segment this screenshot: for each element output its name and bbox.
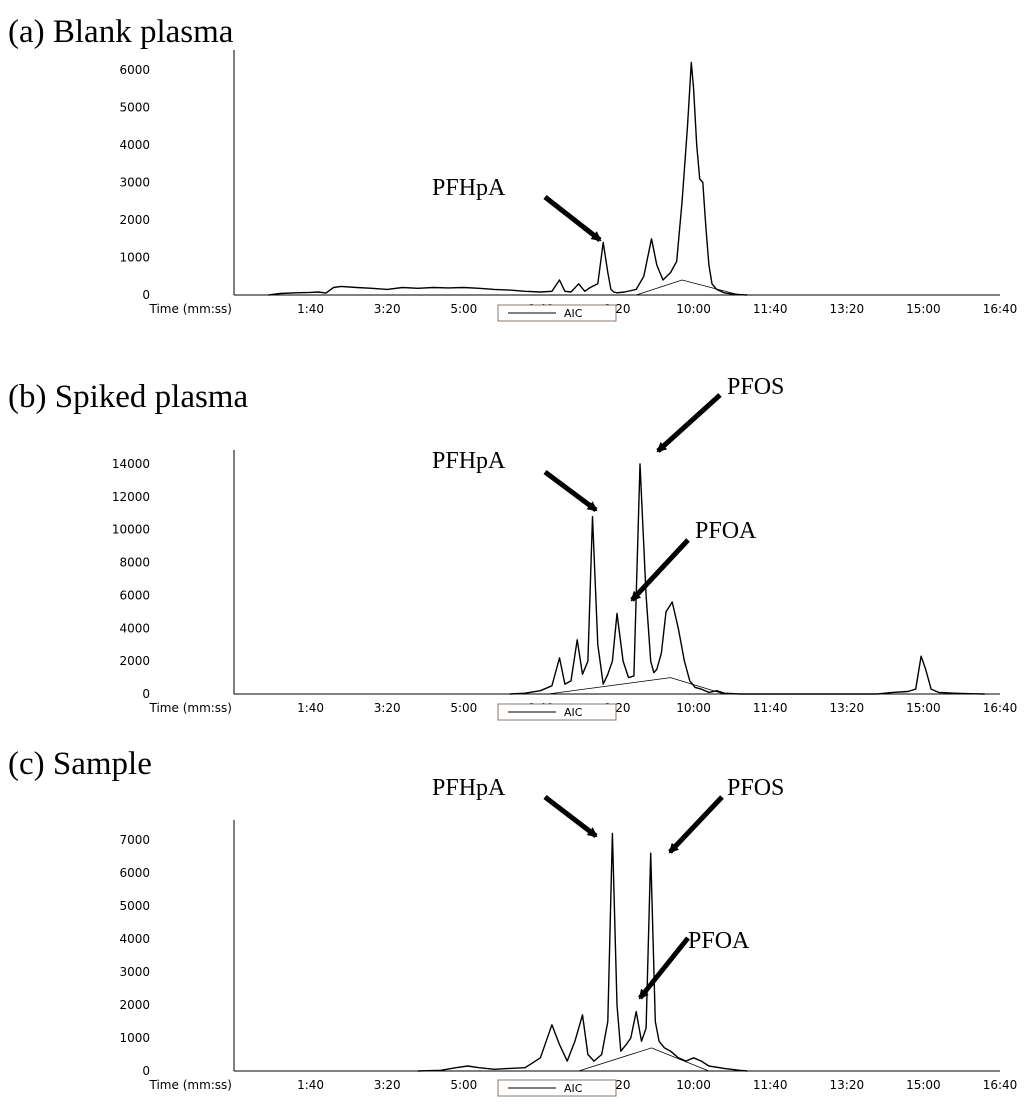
legend-box	[497, 703, 617, 721]
chromatogram-panel: (b) Spiked plasma 0 2000 4000 6000 8000 10000 1…	[8, 374, 1018, 721]
chromatogram-panel: (a) Blank plasma 0 1000 2000 3000 4000 5000 600…	[8, 14, 1018, 322]
x-tick-label: 11:40	[753, 1078, 788, 1092]
x-tick-label: 10:00	[676, 1078, 711, 1092]
integration-baseline	[548, 677, 725, 695]
y-tick-label: 6000	[119, 63, 150, 77]
legend: AIC	[497, 703, 617, 721]
legend: AIC	[497, 304, 617, 322]
peak-annotation-label: PFHpA	[432, 775, 506, 801]
y-tick-label: 4000	[119, 621, 150, 635]
x-tick-label: 3:20	[374, 302, 401, 316]
annotation-arrow	[656, 393, 722, 453]
y-tick-label: 2000	[119, 213, 150, 227]
peak-annotation-label: PFOA	[688, 928, 750, 954]
legend-box	[497, 1079, 617, 1097]
x-tick-label: 15:00	[906, 701, 941, 715]
series-line-aic	[417, 832, 748, 1072]
integration-baseline	[578, 1047, 710, 1072]
y-tick-label: 6000	[119, 866, 150, 880]
y-tick-label: 2000	[119, 998, 150, 1012]
integration-baseline	[636, 279, 740, 296]
y-tick-label: 2000	[119, 654, 150, 668]
annotation-arrow	[630, 538, 690, 602]
x-tick-label: 13:20	[830, 701, 865, 715]
x-axis-label: Time (mm:ss)	[149, 302, 232, 316]
x-tick-label: 3:20	[374, 1078, 401, 1092]
y-tick-label: 8000	[119, 556, 150, 570]
series-line-aic	[509, 463, 985, 695]
legend-label: AIC	[564, 307, 583, 320]
x-tick-label: 11:40	[753, 701, 788, 715]
y-tick-label: 3000	[119, 965, 150, 979]
x-tick-label: 16:40	[983, 1078, 1018, 1092]
x-tick-label: 1:40	[297, 302, 324, 316]
y-tick-label: 5000	[119, 101, 150, 115]
y-tick-label: 1000	[119, 251, 150, 265]
peak-annotation-label: PFOS	[727, 775, 784, 801]
y-tick-label: 7000	[119, 833, 150, 847]
y-tick-label: 0	[142, 1064, 150, 1078]
y-tick-label: 4000	[119, 138, 150, 152]
peak-annotation-label: PFOS	[727, 374, 784, 400]
annotation-arrow	[668, 795, 724, 854]
x-tick-label: 5:00	[450, 1078, 477, 1092]
x-tick-label: 5:00	[450, 302, 477, 316]
y-tick-label: 14000	[112, 457, 150, 471]
annotation-arrow	[543, 195, 602, 242]
legend-label: AIC	[564, 706, 583, 719]
y-tick-label: 6000	[119, 588, 150, 602]
peak-annotation-label: PFOA	[695, 518, 757, 544]
panel-title: (b) Spiked plasma	[8, 379, 248, 415]
x-tick-label: 10:00	[676, 302, 711, 316]
legend-label: AIC	[564, 1082, 583, 1095]
annotation-arrow	[638, 936, 690, 1000]
legend: AIC	[497, 1079, 617, 1097]
x-tick-label: 1:40	[297, 701, 324, 715]
chromatogram-panel: (c) Sample 0 1000 2000 3000 4000 5000 6000 7000 T…	[8, 746, 1018, 1097]
y-tick-label: 4000	[119, 932, 150, 946]
annotation-arrow	[543, 469, 598, 513]
x-tick-label: 15:00	[906, 302, 941, 316]
y-tick-label: 0	[142, 288, 150, 302]
x-tick-label: 16:40	[983, 701, 1018, 715]
x-tick-label: 13:20	[830, 1078, 865, 1092]
y-tick-label: 3000	[119, 176, 150, 190]
panel-title: (a) Blank plasma	[8, 14, 234, 50]
annotation-arrow	[543, 795, 598, 838]
x-tick-label: 10:00	[676, 701, 711, 715]
y-tick-label: 1000	[119, 1031, 150, 1045]
y-tick-label: 10000	[112, 523, 150, 537]
x-tick-label: 3:20	[374, 701, 401, 715]
y-tick-label: 0	[142, 687, 150, 701]
x-tick-label: 5:00	[450, 701, 477, 715]
peak-annotation-label: PFHpA	[432, 448, 506, 474]
y-tick-label: 5000	[119, 899, 150, 913]
x-axis-label: Time (mm:ss)	[149, 1078, 232, 1092]
y-tick-label: 12000	[112, 490, 150, 504]
panel-title: (c) Sample	[8, 746, 152, 782]
x-tick-label: 15:00	[906, 1078, 941, 1092]
series-line-aic	[268, 61, 748, 296]
x-axis-label: Time (mm:ss)	[149, 701, 232, 715]
x-tick-label: 1:40	[297, 1078, 324, 1092]
x-tick-label: 13:20	[830, 302, 865, 316]
legend-box	[497, 304, 617, 322]
x-tick-label: 16:40	[983, 302, 1018, 316]
x-tick-label: 11:40	[753, 302, 788, 316]
peak-annotation-label: PFHpA	[432, 175, 506, 201]
